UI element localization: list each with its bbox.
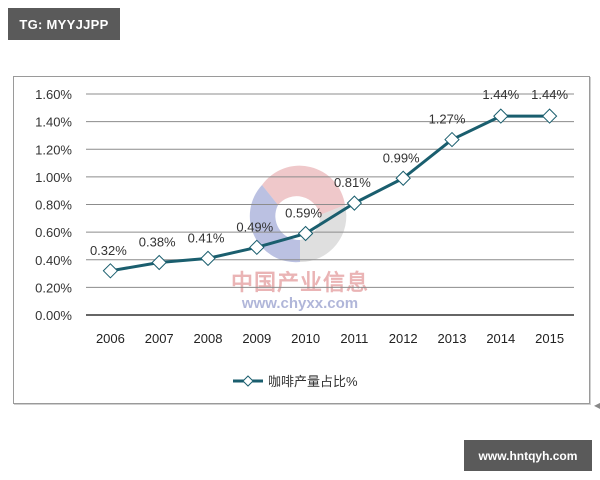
x-tick-label: 2015 bbox=[535, 331, 564, 346]
data-point-diamond-icon bbox=[395, 170, 411, 186]
data-point-diamond-icon bbox=[444, 131, 460, 148]
chart-frame bbox=[13, 76, 590, 404]
data-label: 0.59% bbox=[285, 206, 322, 221]
data-point-diamond-icon bbox=[200, 250, 216, 267]
y-tick-label: 1.60% bbox=[35, 87, 72, 102]
x-tick-label: 2009 bbox=[242, 331, 271, 346]
data-label: 0.49% bbox=[236, 219, 273, 234]
series-coffee-share: 0.32% 0.38% 0.41% 0.49% 0.59% 0.81% 0.99% 1.27%… bbox=[90, 87, 568, 279]
x-tick-label: 2013 bbox=[438, 331, 467, 346]
data-point-diamond-icon bbox=[493, 108, 509, 124]
y-tick-label: 0.80% bbox=[35, 198, 72, 213]
y-tick-label: 1.00% bbox=[35, 170, 72, 185]
x-tick-label: 2006 bbox=[96, 331, 125, 346]
y-tick-label: 0.60% bbox=[35, 225, 72, 240]
x-tick-label: 2007 bbox=[145, 331, 174, 346]
watermark-url-text: www.chyxx.com bbox=[241, 295, 358, 312]
y-tick-label: 0.00% bbox=[35, 308, 72, 323]
data-label: 0.41% bbox=[188, 230, 225, 245]
y-tick-label: 0.20% bbox=[35, 280, 72, 295]
data-point-diamond-icon bbox=[102, 263, 119, 279]
x-tick-label: 2011 bbox=[340, 331, 368, 346]
data-label: 1.44% bbox=[531, 87, 568, 102]
y-tick-label: 1.20% bbox=[35, 142, 72, 157]
data-label: 1.44% bbox=[482, 87, 519, 102]
legend-diamond-icon bbox=[242, 375, 254, 387]
site-badge: www.hntqyh.com bbox=[464, 440, 592, 471]
data-point-diamond-icon bbox=[346, 195, 363, 211]
watermark-cn-text: 中国产业信息 bbox=[231, 270, 369, 295]
x-tick-label: 2012 bbox=[389, 331, 418, 346]
data-label: 1.27% bbox=[429, 112, 466, 127]
data-point-diamond-icon bbox=[151, 254, 167, 271]
y-axis: 0.00% 0.20% 0.40% 0.60% 0.80% 1.00% 1.20% 1.40%… bbox=[35, 87, 72, 323]
data-label: 0.38% bbox=[139, 235, 176, 250]
x-tick-label: 2010 bbox=[291, 331, 320, 346]
grid-lines bbox=[86, 93, 574, 316]
x-axis: 2006 2007 2008 2009 2010 2011 2012 2013 2014 2015 bbox=[96, 331, 564, 346]
watermark: 中国产业信息 www.chyxx.com bbox=[231, 165, 369, 312]
legend-label: 咖啡产量占比% bbox=[268, 374, 358, 389]
data-point-diamond-icon bbox=[249, 239, 265, 256]
x-tick-label: 2014 bbox=[486, 331, 515, 346]
data-label: 0.32% bbox=[90, 243, 127, 258]
data-label: 0.81% bbox=[334, 175, 371, 190]
y-tick-label: 0.40% bbox=[35, 253, 72, 268]
corner-arrow-icon: ◀ bbox=[594, 401, 600, 410]
legend: 咖啡产量占比% bbox=[233, 374, 358, 389]
tag-badge: TG: MYYJJPP bbox=[8, 8, 120, 40]
data-point-diamond-icon bbox=[541, 108, 558, 124]
y-tick-label: 1.40% bbox=[35, 115, 72, 130]
data-label: 0.99% bbox=[383, 150, 420, 165]
x-tick-label: 2008 bbox=[194, 331, 223, 346]
series-line bbox=[110, 114, 550, 273]
data-point-diamond-icon bbox=[297, 225, 314, 242]
